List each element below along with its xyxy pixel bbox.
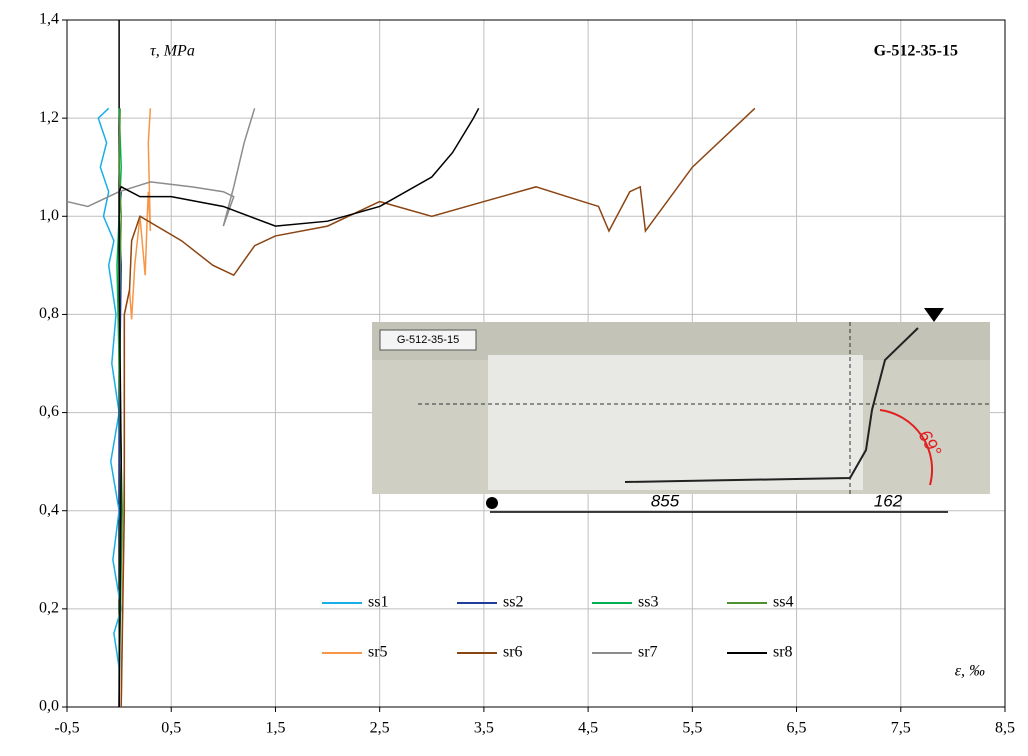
x-tick-label: 3,5	[474, 720, 494, 737]
legend-label: ss4	[773, 594, 793, 611]
load-arrow	[924, 308, 944, 322]
x-axis-label: ε, ‰	[955, 663, 985, 680]
dimension-label: 855	[651, 491, 680, 510]
series-line	[116, 108, 123, 683]
legend-label: ss3	[638, 594, 658, 611]
inset-label: G-512-35-15	[397, 334, 459, 346]
dimension-label: 162	[874, 491, 903, 510]
y-tick-label: 0,2	[39, 600, 59, 617]
series-line	[120, 107, 756, 708]
y-tick-label: 0,0	[39, 698, 59, 715]
series-line	[118, 107, 480, 708]
y-tick-label: 0,4	[39, 501, 59, 518]
y-tick-label: 1,0	[39, 207, 59, 224]
x-tick-label: 6,5	[787, 720, 807, 737]
angle-arc	[879, 409, 933, 486]
x-tick-label: 2,5	[370, 720, 390, 737]
x-tick-label: 4,5	[578, 720, 598, 737]
y-axis-label: τ, MPa	[150, 43, 195, 60]
x-tick-label: 7,5	[891, 720, 911, 737]
label-box	[379, 329, 477, 351]
y-tick-label: 0,8	[39, 305, 59, 322]
crack	[624, 327, 919, 483]
x-tick-label: 5,5	[682, 720, 702, 737]
y-tick-label: 0,6	[39, 403, 59, 420]
series-line	[97, 107, 122, 668]
legend-label: sr8	[773, 644, 793, 661]
legend-label: ss1	[368, 594, 388, 611]
legend-label: ss2	[503, 594, 523, 611]
legend-label: sr5	[368, 644, 388, 661]
x-tick-label: 1,5	[265, 720, 285, 737]
x-tick-label: -0,5	[54, 720, 79, 737]
legend-label: sr7	[638, 644, 658, 661]
x-tick-label: 8,5	[995, 720, 1015, 737]
inset-photo: G-512-35-15 69° 855 162	[372, 308, 990, 513]
y-tick-label: 1,2	[39, 109, 59, 126]
y-tick-label: 1,4	[39, 11, 59, 28]
plot-frame	[66, 19, 1006, 708]
beam-web	[488, 355, 863, 490]
chart-title: G-512-35-15	[874, 43, 958, 60]
legend-label: sr6	[503, 644, 523, 661]
support	[486, 497, 498, 509]
x-tick-label: 0,5	[161, 720, 181, 737]
series-line	[66, 108, 256, 227]
